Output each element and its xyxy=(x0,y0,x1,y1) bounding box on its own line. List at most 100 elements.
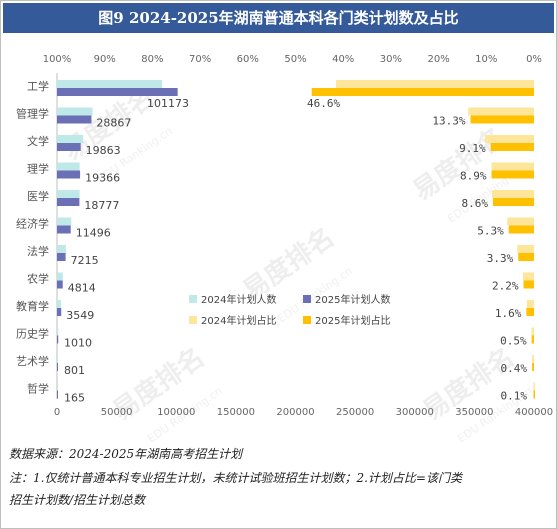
count-data-label: 28867 xyxy=(96,117,131,130)
bar-2024-share xyxy=(491,162,534,171)
bottom-axis-tick-label: 350000 xyxy=(455,407,493,418)
bottom-axis-tick-label: 400000 xyxy=(515,407,553,418)
top-axis-tick-label: 100% xyxy=(43,54,72,65)
bar-2025-share xyxy=(532,363,534,371)
legend-swatch xyxy=(189,316,197,324)
bar-2025-count xyxy=(57,390,58,399)
bottom-axis-tick-label: 0 xyxy=(54,407,60,418)
share-data-label: 9.1% xyxy=(459,142,486,155)
bar-2025-share xyxy=(531,335,534,344)
count-data-label: 4814 xyxy=(68,282,96,295)
bar-2025-share xyxy=(470,115,534,124)
category-label: 理学 xyxy=(27,162,49,176)
bottom-axis-tick-label: 150000 xyxy=(217,407,255,418)
share-data-label: 13.3% xyxy=(432,115,465,128)
bar-2024-share xyxy=(523,272,534,281)
bottom-axis-tick-label: 200000 xyxy=(276,407,314,418)
bar-2024-share xyxy=(492,190,534,198)
bottom-axis-tick-label: 300000 xyxy=(396,407,434,418)
bar-2025-share xyxy=(492,198,534,206)
bar-2025-count xyxy=(57,170,81,179)
legend-label: 2024年计划人数 xyxy=(201,293,276,306)
bar-2024-share xyxy=(507,217,534,226)
bar-2024-share xyxy=(531,327,534,336)
bar-2024-count xyxy=(57,217,72,226)
share-data-label: 8.6% xyxy=(461,197,488,210)
legend-label: 2025年计划占比 xyxy=(315,314,390,327)
bar-2024-count xyxy=(57,272,63,281)
source-note: 数据来源：2024-2025年湖南高考招生计划 xyxy=(9,447,243,461)
top-axis-tick-label: 80% xyxy=(141,54,163,65)
bar-2024-count xyxy=(57,355,59,363)
bar-2024-share xyxy=(526,300,534,308)
bar-2024-count xyxy=(57,327,59,336)
footnote-line-1: 注：1.仅统计普通本科专业招生计划，未统计试验班招生计划数；2.计划占比=该门类 xyxy=(9,471,462,485)
category-label: 医学 xyxy=(27,189,49,203)
bar-2024-count xyxy=(57,162,80,171)
bar-2025-count xyxy=(57,88,178,96)
bar-2024-count xyxy=(57,135,84,143)
chart-title: 图9 2024-2025年湖南普通本科各门类计划数及占比 xyxy=(3,3,554,33)
category-label: 教育学 xyxy=(16,299,49,313)
bottom-axis-tick-label: 250000 xyxy=(336,407,374,418)
bar-2025-share xyxy=(518,253,534,261)
bar-2025-count xyxy=(57,363,58,371)
legend-label: 2024年计划占比 xyxy=(201,314,276,327)
top-axis-tick-label: 50% xyxy=(284,54,306,65)
share-data-label: 46.6% xyxy=(307,97,340,110)
count-data-label: 7215 xyxy=(71,254,99,267)
bar-2024-share xyxy=(517,245,534,253)
bar-2025-count xyxy=(57,308,62,316)
bar-2024-count xyxy=(57,382,58,391)
bar-2025-share xyxy=(526,308,534,316)
top-axis-tick-label: 30% xyxy=(380,54,402,65)
category-label: 艺术学 xyxy=(16,354,49,368)
bar-2024-share xyxy=(484,135,534,143)
category-label: 历史学 xyxy=(16,327,49,341)
count-data-label: 165 xyxy=(64,392,85,405)
top-axis-tick-label: 90% xyxy=(94,54,116,65)
legend-swatch xyxy=(189,295,197,303)
bar-2025-count xyxy=(57,280,63,289)
bar-2025-count xyxy=(57,198,80,206)
count-data-label: 801 xyxy=(64,364,85,377)
bar-2025-share xyxy=(523,280,534,289)
count-data-label: 19863 xyxy=(86,144,121,157)
footnote-line-2: 招生计划数/招生计划总数 xyxy=(9,493,146,507)
bar-2025-share xyxy=(490,143,534,151)
count-data-label: 18777 xyxy=(84,199,119,212)
bar-2024-count xyxy=(57,190,80,198)
bar-2024-count xyxy=(57,245,66,253)
count-data-label: 11496 xyxy=(76,227,111,240)
share-data-label: 2.2% xyxy=(492,280,519,293)
bar-2025-count xyxy=(57,253,66,261)
bar-2025-count xyxy=(57,143,81,151)
bar-2025-count xyxy=(57,335,59,344)
top-axis-tick-label: 10% xyxy=(475,54,497,65)
share-data-label: 0.1% xyxy=(501,390,528,403)
share-data-label: 3.3% xyxy=(487,252,514,265)
bar-2025-share xyxy=(533,390,536,399)
bar-2025-share xyxy=(508,225,534,234)
top-axis-tick-label: 60% xyxy=(237,54,259,65)
bar-2024-share xyxy=(533,382,536,391)
bar-2025-share xyxy=(311,88,534,96)
bar-2025-share xyxy=(491,170,534,179)
count-data-label: 101173 xyxy=(147,97,189,110)
bottom-axis-tick-label: 50000 xyxy=(101,407,133,418)
bar-2025-count xyxy=(57,115,92,124)
bar-2024-share xyxy=(336,80,534,88)
category-label: 哲学 xyxy=(27,382,49,396)
bar-2024-count xyxy=(57,107,93,116)
count-data-label: 1010 xyxy=(64,337,92,350)
bar-2024-share xyxy=(532,355,534,363)
bar-2024-count xyxy=(57,300,61,308)
share-data-label: 0.4% xyxy=(501,362,528,375)
bottom-axis-tick-label: 100000 xyxy=(157,407,195,418)
legend-swatch xyxy=(303,295,311,303)
top-axis-tick-label: 70% xyxy=(189,54,211,65)
category-label: 文学 xyxy=(27,134,49,148)
top-axis-tick-label: 0% xyxy=(526,54,542,65)
share-data-label: 0.5% xyxy=(500,335,527,348)
